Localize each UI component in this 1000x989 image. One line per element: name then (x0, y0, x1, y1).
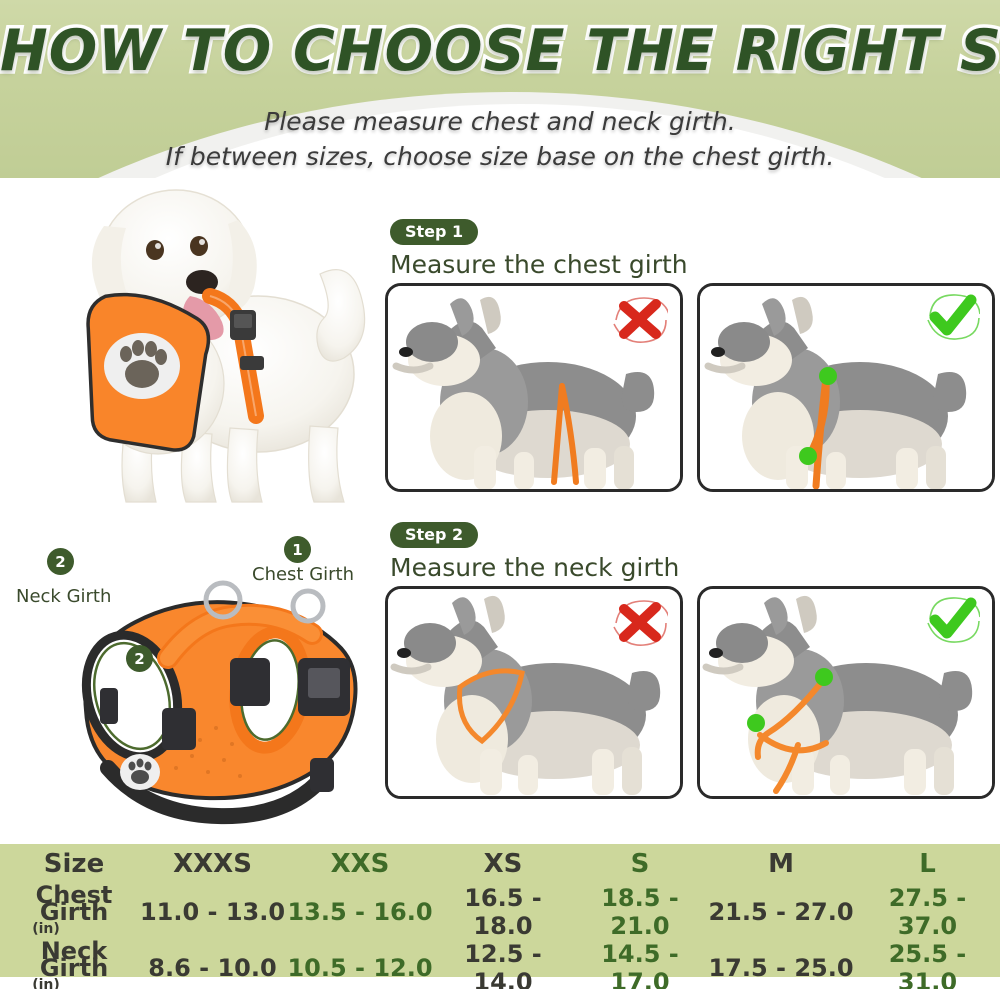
table-header-s: S (630, 849, 650, 879)
check-icon (922, 292, 980, 342)
chest-value-m: 21.5 - 27.0 (708, 898, 854, 926)
table-row-label-size: Size (43, 848, 105, 879)
neck-value-xxs: 10.5 - 12.0 (287, 954, 433, 982)
chest-value-xxs: 13.5 - 16.0 (287, 898, 433, 926)
label-chest-girth: Chest Girth (252, 564, 355, 585)
chest-value-xxxs: 11.0 - 13.0 (139, 898, 286, 926)
cross-icon (610, 597, 668, 647)
table-header-xxs: XXS (330, 849, 390, 879)
chest-label-text: Chest Girth (35, 880, 113, 926)
header-band (0, 0, 1000, 178)
chest-value-xs: 16.5 - 18.0 (464, 884, 542, 940)
callout-badge-neck-inner: 2 (126, 645, 153, 672)
step-1-title: Measure the chest girth (390, 250, 688, 279)
chest-value-l: 27.5 - 37.0 (888, 884, 967, 940)
table-row-neck-girth: Neck Girth (in) 8.6 - 10.0 10.5 - 12.0 1… (0, 936, 1000, 989)
harness-product-diagram (20, 540, 380, 840)
table-header-row: Size XXXS XXS XS S M L (0, 844, 1000, 884)
table-row-chest-girth: Chest Girth (in) 11.0 - 13.0 13.5 - 16.0… (0, 880, 1000, 941)
step-1-correct-photo (697, 283, 995, 492)
step-2-correct-photo (697, 586, 995, 799)
chest-label-unit: (in) (32, 920, 60, 937)
step-2-incorrect-photo (385, 586, 683, 799)
size-chart-table: Size XXXS XXS XS S M L Chest Girth (in) … (0, 844, 1000, 989)
dog-wearing-harness-photo (62, 178, 384, 518)
neck-label-unit: (in) (32, 976, 60, 989)
cross-icon (610, 294, 668, 344)
table-row-label-chest: Chest Girth (in) (0, 880, 138, 940)
table-header-xs: XS (483, 849, 523, 879)
step-2-title: Measure the neck girth (390, 553, 680, 582)
chest-value-s: 18.5 - 21.0 (601, 884, 679, 940)
table-header-l: L (919, 849, 936, 879)
step-2-pill: Step 2 (390, 522, 479, 548)
neck-label-text: Neck Girth (39, 936, 109, 982)
label-neck-girth: Neck Girth (16, 586, 112, 607)
table-row-label-neck: Neck Girth (in) (0, 936, 138, 989)
check-icon (922, 595, 980, 645)
callout-badge-neck: 2 (47, 548, 74, 575)
neck-value-l: 25.5 - 31.0 (888, 940, 967, 989)
step-1-pill: Step 1 (390, 219, 479, 245)
neck-value-xxxs: 8.6 - 10.0 (148, 954, 277, 982)
step-1-incorrect-photo (385, 283, 683, 492)
page-subtitle: Please measure chest and neck girth. If … (0, 104, 1000, 174)
neck-value-xs: 12.5 - 14.0 (464, 940, 542, 989)
neck-value-m: 17.5 - 25.0 (708, 954, 854, 982)
table-header-m: M (768, 849, 794, 879)
subtitle-line-2: If between sizes, choose size base on th… (165, 142, 835, 171)
table-header-xxxs: XXXS (173, 849, 252, 879)
subtitle-line-1: Please measure chest and neck girth. (264, 107, 736, 136)
callout-badge-chest: 1 (284, 536, 311, 563)
page-title: HOW TO CHOOSE THE RIGHT SIZE (0, 15, 1000, 88)
neck-value-s: 14.5 - 17.0 (601, 940, 679, 989)
